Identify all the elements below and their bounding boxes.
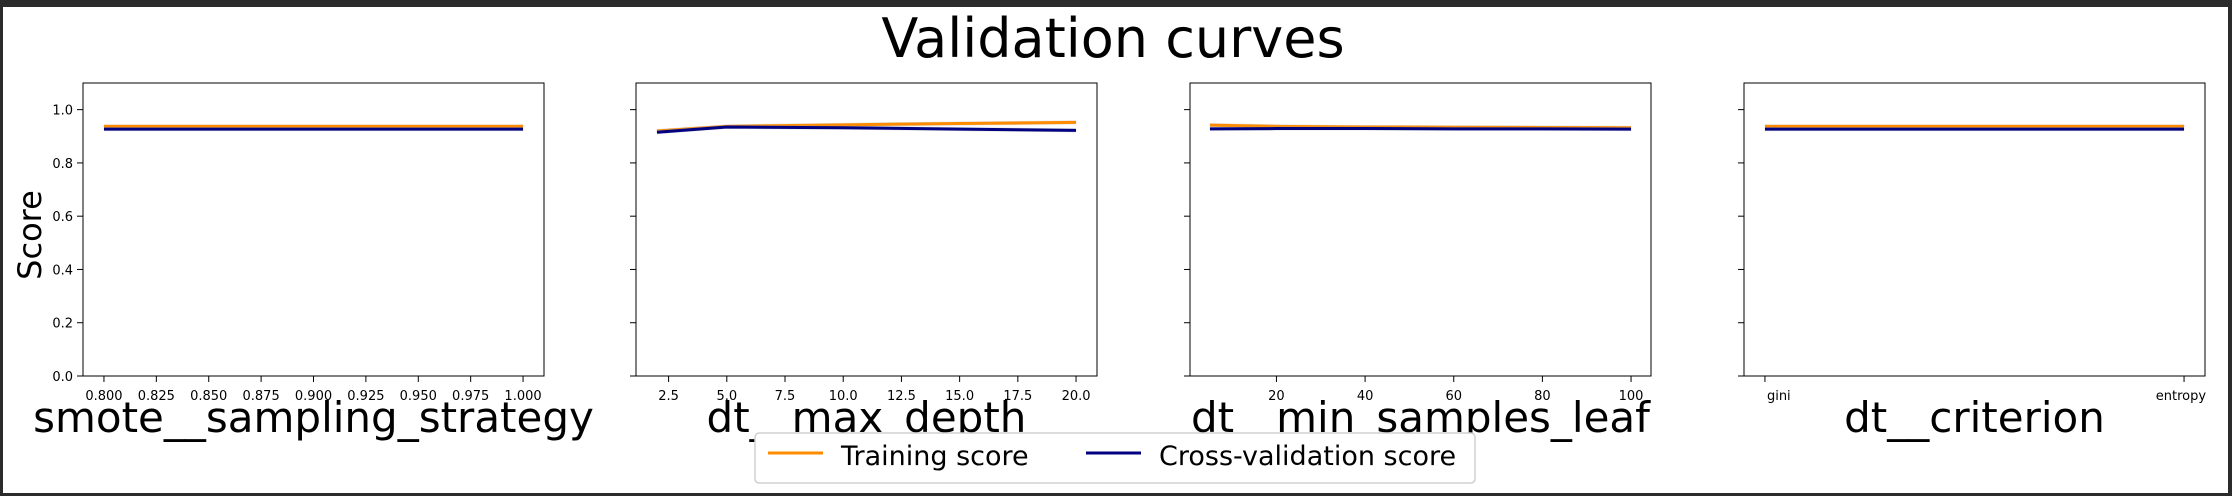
x-tick-label: 0.950 (400, 389, 437, 404)
x-tick-label: 0.850 (190, 389, 227, 404)
legend: Training score Cross-validation score (754, 432, 1476, 484)
x-axis-label: dt__criterion (1844, 393, 2105, 442)
figure-title: Validation curves (881, 7, 1344, 70)
legend-cv-label: Cross-validation score (1159, 441, 1456, 472)
panel-2: 2.5 5.0 7.5 10.0 12.5 15.0 17.5 20.0dt__max_dep… (630, 82, 1098, 442)
y-axis-label: Score (11, 190, 49, 280)
y-tick-label: 0.4 (52, 263, 73, 278)
x-tick-label: 0.800 (85, 389, 122, 404)
legend-box (754, 432, 1476, 484)
cv-score-line (656, 125, 1077, 134)
x-tick-label: 1.000 (504, 389, 541, 404)
x-tick-label: 17.5 (1003, 389, 1032, 404)
figure-frame: Validation curves Score 0.0 0.2 0.4 0.6 0.8 1… (3, 7, 2228, 493)
x-tick-label: 0.875 (243, 389, 280, 404)
y-tick-label: 1.0 (52, 104, 73, 119)
validation-curves-figure: Validation curves Score 0.0 0.2 0.4 0.6 0.8 1… (11, 7, 2207, 484)
y-tick-label: 0.2 (52, 317, 73, 332)
panels: 0.0 0.2 0.4 0.6 0.8 1.0 0.800 0.825 0.850 0.875 0.… (33, 82, 2207, 442)
plot-area (635, 82, 1098, 377)
x-tick-label: 12.5 (887, 389, 916, 404)
panel-1: 0.0 0.2 0.4 0.6 0.8 1.0 0.800 0.825 0.850 0.875 0.… (33, 82, 594, 442)
x-tick-label: 7.5 (775, 389, 796, 404)
y-tick-label: 0.6 (52, 210, 73, 225)
x-tick-label: 60 (1445, 389, 1462, 404)
x-tick-label: entropy (2156, 389, 2207, 404)
plot-area (1743, 82, 2206, 377)
x-tick-label: 20 (1268, 389, 1285, 404)
y-tick-label: 0.8 (52, 157, 73, 172)
x-tick-label: 2.5 (658, 389, 679, 404)
x-tick-label: 0.825 (138, 389, 175, 404)
x-tick-label: gini (1767, 389, 1791, 404)
x-tick-label: 0.925 (347, 389, 384, 404)
x-tick-label: 100 (1619, 389, 1644, 404)
x-tick-label: 40 (1357, 389, 1374, 404)
x-tick-label: 10.0 (829, 389, 858, 404)
x-tick-label: 15.0 (945, 389, 974, 404)
x-tick-label: 5.0 (716, 389, 737, 404)
x-tick-label: 80 (1534, 389, 1551, 404)
plot-area (1189, 82, 1652, 377)
legend-training-label: Training score (840, 441, 1029, 472)
y-tick-label: 0.0 (52, 370, 73, 385)
cv-score-line (1209, 127, 1632, 131)
x-axis-label: smote__sampling_strategy (33, 393, 594, 442)
panel-4: gini entropy dt__criterion (1738, 82, 2207, 442)
x-tick-label: 0.975 (452, 389, 489, 404)
x-tick-label: 0.900 (295, 389, 332, 404)
x-tick-label: 20.0 (1062, 389, 1091, 404)
